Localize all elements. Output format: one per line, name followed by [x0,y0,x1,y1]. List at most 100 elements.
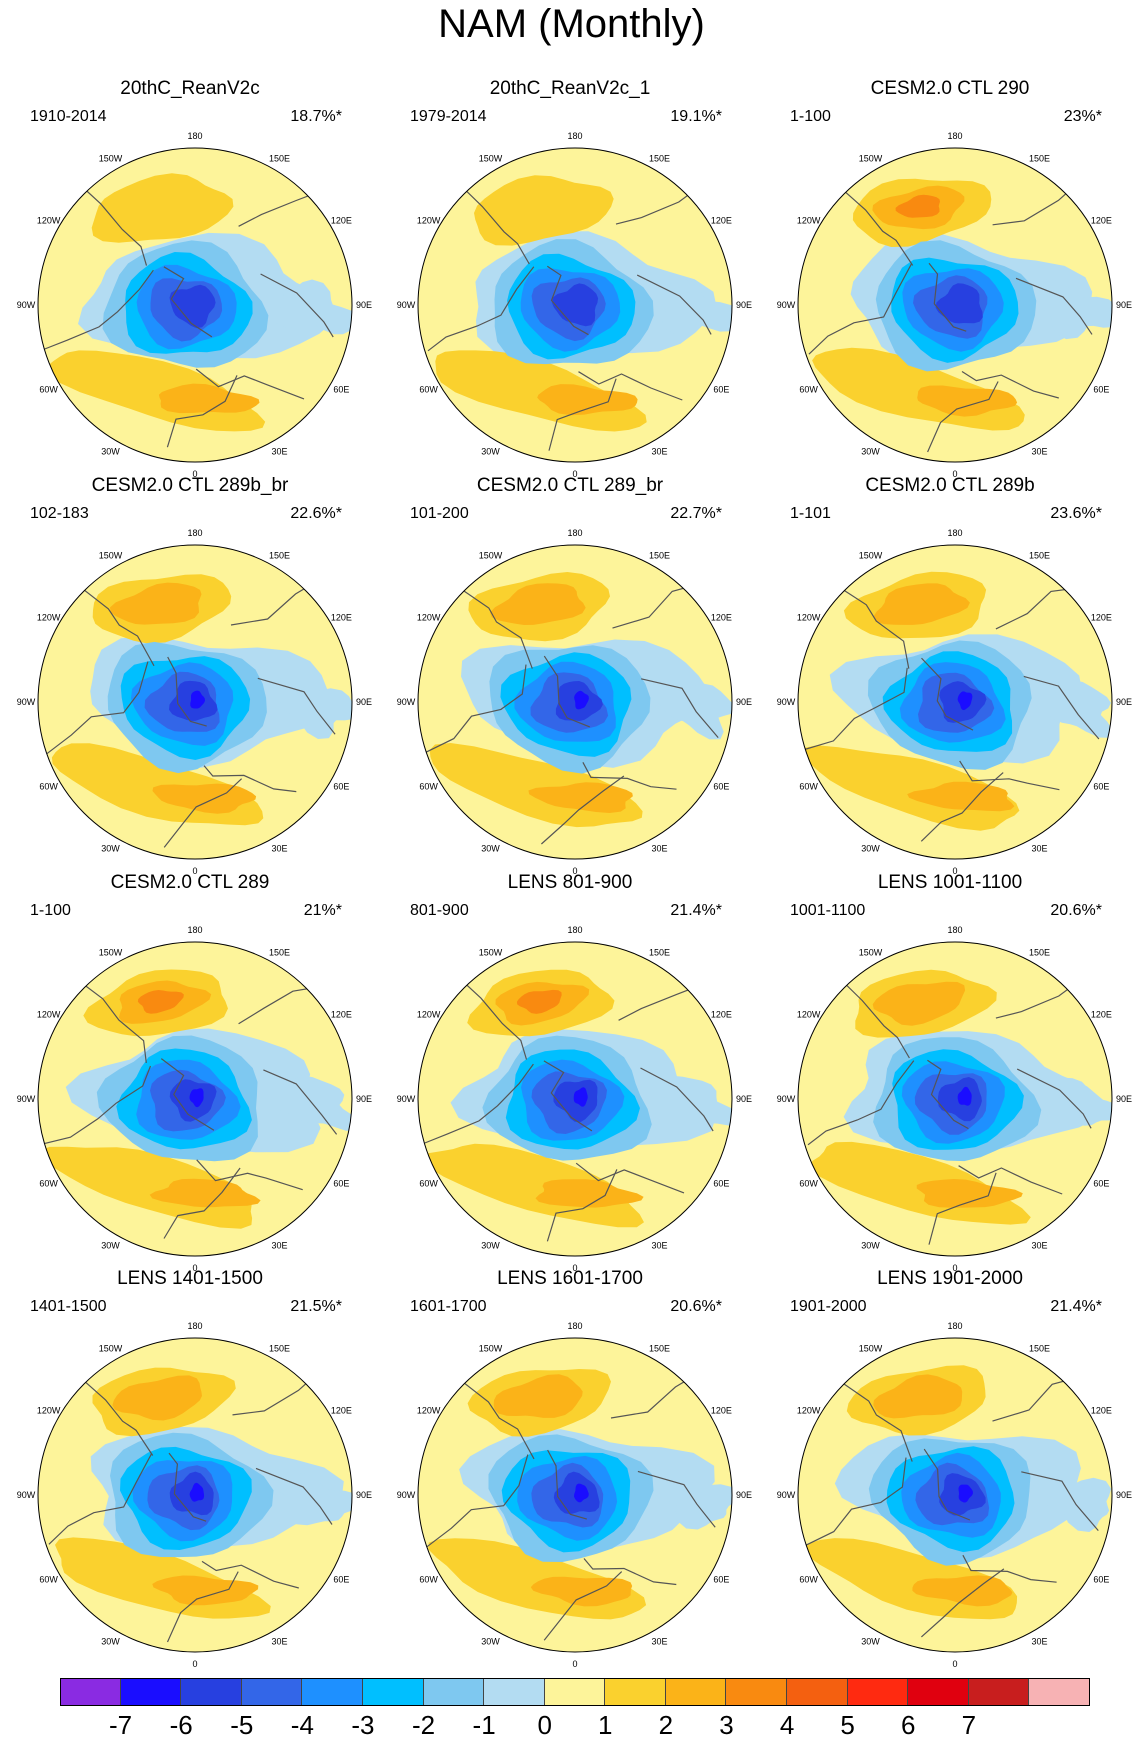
colorbar-tick-label: 0 [537,1710,552,1740]
colorbar-cell [847,1678,909,1706]
contour-minus1 [1036,1077,1112,1126]
panel-period: 1001-1100 [790,902,866,919]
contour-plus4 [895,194,940,218]
longitude-label: 0 [572,1659,577,1669]
panel-variance: 20.6%* [1050,902,1102,919]
map-contours [418,148,732,462]
map-panel: LENS 1901-2000 1901-2000 21.4%* 180 150E 120E… [760,1268,1140,1669]
longitude-label: 60W [419,782,438,792]
longitude-label: 60W [419,1179,438,1189]
longitude-label: 30E [651,446,667,456]
map-contours [798,148,1112,462]
longitude-label: 120W [37,1406,61,1416]
colorbar-cell [60,1678,121,1706]
contour-minus7 [190,690,205,709]
longitude-label: 180 [567,925,582,935]
polar-map: 180 150E 120E 90E 60E 30E 0 30W 60W 90W 120W 150W [17,925,372,1273]
longitude-label: 150E [1029,551,1050,561]
map-contours [798,545,1112,859]
panel-title: CESM2.0 CTL 290 [870,78,1030,99]
longitude-label: 90W [777,1490,796,1500]
map-border [417,941,733,1257]
colorbar-tick-label: 7 [961,1710,977,1740]
panel-title: 20thC_ReanV2c_1 [489,78,651,99]
longitude-label: 180 [187,528,202,538]
map-contours [38,148,352,462]
map-panel: CESM2.0 CTL 289_br 101-200 22.7%* 180 150E 12… [380,475,760,876]
panel-variance: 21%* [303,902,342,919]
longitude-label: 120E [1091,1406,1112,1416]
longitude-label: 120W [797,1010,821,1020]
longitude-label: 180 [567,131,582,141]
colorbar-cell [544,1678,606,1706]
longitude-label: 90W [777,300,796,310]
map-contours [798,942,1112,1256]
longitude-label: 90W [17,300,36,310]
panel-title: LENS 801-900 [507,872,633,893]
polar-map: 180 150E 120E 90E 60E 30E 0 30W 60W 90W 120W 150W [397,925,752,1273]
map-border [797,941,1113,1257]
longitude-label: 90W [397,1490,416,1500]
longitude-label: 90E [356,1094,372,1104]
longitude-label: 90E [1116,1094,1132,1104]
longitude-label: 150W [479,948,503,958]
longitude-label: 90E [736,300,752,310]
contour-minus7 [957,691,973,711]
longitude-label: 90E [736,1490,752,1500]
longitude-label: 60W [419,385,438,395]
longitude-label: 90E [356,1490,372,1500]
colorbar-tick-label: -4 [290,1710,314,1740]
longitude-label: 120W [797,613,821,623]
longitude-label: 60W [39,385,58,395]
longitude-label: 150W [99,154,123,164]
panel-variance: 23.6%* [1050,505,1102,522]
map-contours [418,942,732,1256]
map-contours [418,545,732,859]
panel-title: 20thC_ReanV2c [120,78,260,99]
contour-plus3 [872,981,966,1026]
longitude-label: 60E [1093,1575,1109,1585]
polar-map: 180 150E 120E 90E 60E 30E 0 30W 60W 90W 120W 150W [777,131,1132,479]
longitude-label: 150W [859,948,883,958]
map-border [797,147,1113,463]
colorbar-tick-label: -7 [109,1710,133,1740]
longitude-label: 120E [711,613,732,623]
longitude-label: 180 [947,528,962,538]
longitude-label: 150E [269,1344,290,1354]
longitude-label: 30W [861,843,880,853]
longitude-label: 180 [947,925,962,935]
longitude-label: 30E [271,843,287,853]
longitude-label: 0 [192,1263,197,1273]
colorbar-tick-label: 6 [901,1710,916,1740]
colorbar-cell [908,1678,969,1706]
map-border [417,147,733,463]
longitude-label: 90W [777,1094,796,1104]
longitude-label: 30W [481,1636,500,1646]
longitude-label: 120W [37,613,61,623]
longitude-label: 150W [859,1344,883,1354]
longitude-label: 30E [271,446,287,456]
panel-period: 1901-2000 [790,1298,867,1315]
longitude-label: 30E [651,1636,667,1646]
contour-plus3 [907,781,1015,812]
longitude-label: 90E [736,697,752,707]
longitude-label: 120E [1091,1010,1112,1020]
panel-title: CESM2.0 CTL 289b [865,475,1035,496]
longitude-label: 0 [192,469,197,479]
longitude-label: 30E [1031,1636,1047,1646]
colorbar-tick-label: 3 [719,1710,734,1740]
longitude-label: 180 [567,1321,582,1331]
longitude-label: 60E [333,782,349,792]
longitude-label: 120W [797,1406,821,1416]
contour-minus7 [574,1483,589,1503]
map-panel: LENS 1401-1500 1401-1500 21.5%* 180 150E 120E… [0,1268,380,1669]
longitude-label: 60W [799,782,818,792]
longitude-label: 120E [711,216,732,226]
longitude-label: 180 [187,925,202,935]
longitude-label: 150W [99,551,123,561]
panel-title: LENS 1401-1500 [117,1268,263,1289]
panel-period: 1601-1700 [410,1298,487,1315]
contour-plus3 [873,1374,963,1419]
colorbar-cell [968,1678,1030,1706]
map-border [37,544,353,860]
